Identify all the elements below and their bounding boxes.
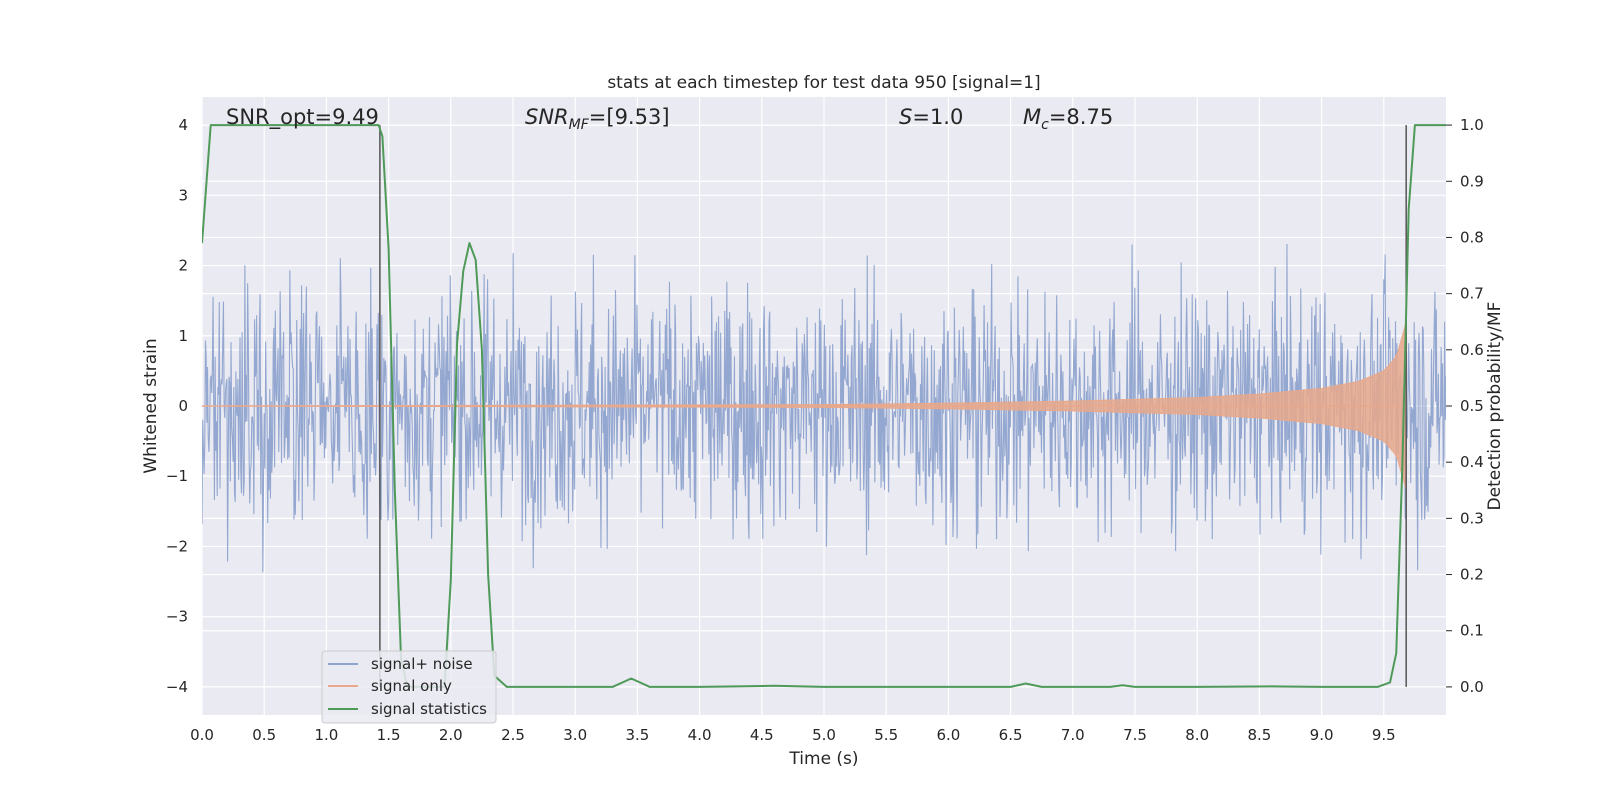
annotation-mc: Mc=8.75 [1023,105,1113,133]
y-tick-label: 3 [178,186,188,204]
x-tick-label: 8.0 [1185,726,1209,744]
annotation-snr-opt: SNR_opt=9.49 [226,105,379,130]
x-tick-label: 0.5 [252,726,276,744]
legend-label-signal-only: signal only [371,677,452,695]
x-tick-label: 3.5 [625,726,649,744]
y2-tick-label: 0.7 [1460,285,1484,303]
legend-label-signal-statistics: signal statistics [371,700,487,718]
annotation-snr-mf: SNRMF=[9.53] [525,105,670,133]
x-tick-label: 8.5 [1247,726,1271,744]
y-tick-label: −2 [166,537,188,555]
y2-tick-label: 0.0 [1460,678,1484,696]
y2-tick-label: 0.2 [1460,566,1484,584]
s-base: S [899,105,912,129]
y2-tick-label: 0.6 [1460,341,1484,359]
x-tick-label: 4.5 [750,726,774,744]
y2-axis-label: Detection probability/MF [1485,302,1505,511]
x-tick-label: 5.5 [874,726,898,744]
x-tick-label: 2.0 [439,726,463,744]
x-tick-label: 7.0 [1061,726,1085,744]
x-tick-label: 6.0 [936,726,960,744]
snr-mf-value: =[9.53] [589,105,670,129]
x-tick-label: 7.5 [1123,726,1147,744]
legend-label-signal-noise: signal+ noise [371,655,473,673]
y2-tick-label: 0.8 [1460,228,1484,246]
series-signal-statistics [202,124,1446,688]
snr-mf-base: SNR [525,105,569,129]
x-tick-label: 6.5 [999,726,1023,744]
series-signal-noise [202,243,1446,573]
signal-noise-line [202,243,1446,573]
y2-ticks: 0.0 0.1 0.2 0.3 0.4 0.5 0.6 0.7 0.8 0.9 1.0 [1446,116,1484,696]
x-tick-label: 5.0 [812,726,836,744]
y2-tick-label: 0.9 [1460,172,1484,190]
y-tick-label: 4 [178,116,188,134]
x-ticks: 0.0 0.5 1.0 1.5 2.0 2.5 3.0 3.5 4.0 4.5 5.0 5.5 6.0 6… [190,726,1396,744]
signal-statistics-line [202,124,1446,688]
y-tick-label: 2 [178,257,188,275]
y-tick-label: −4 [166,678,188,696]
x-tick-label: 9.5 [1372,726,1396,744]
s-value: =1.0 [912,105,963,129]
vertical-lines [379,125,1407,687]
legend: signal+ noise signal only signal statist… [321,650,497,724]
annotation-s: S=1.0 [899,105,963,129]
y-ticks: −4 −3 −2 −1 0 1 2 3 4 [166,116,188,696]
y2-tick-label: 0.1 [1460,622,1484,640]
snr-mf-sub: MF [569,117,590,133]
y2-tick-label: 0.5 [1460,397,1484,415]
y-tick-label: −3 [166,608,188,626]
y2-tick-label: 1.0 [1460,116,1484,134]
y2-tick-label: 0.4 [1460,453,1484,471]
x-tick-label: 0.0 [190,726,214,744]
x-tick-label: 1.5 [377,726,401,744]
x-tick-label: 2.5 [501,726,525,744]
mc-base: M [1023,105,1041,129]
x-tick-label: 9.0 [1310,726,1334,744]
chart-title: stats at each timestep for test data 950… [607,73,1040,93]
mc-value: =8.75 [1049,105,1113,129]
y-tick-label: −1 [166,467,188,485]
x-tick-label: 1.0 [314,726,338,744]
x-tick-label: 3.0 [563,726,587,744]
x-tick-label: 4.0 [688,726,712,744]
mc-sub: c [1041,117,1049,133]
x-axis-label: Time (s) [788,749,858,769]
legend-box [321,650,497,724]
y-tick-label: 0 [178,397,188,415]
y-axis-label: Whitened strain [141,338,161,473]
y2-tick-label: 0.3 [1460,509,1484,527]
y-tick-label: 1 [178,327,188,345]
